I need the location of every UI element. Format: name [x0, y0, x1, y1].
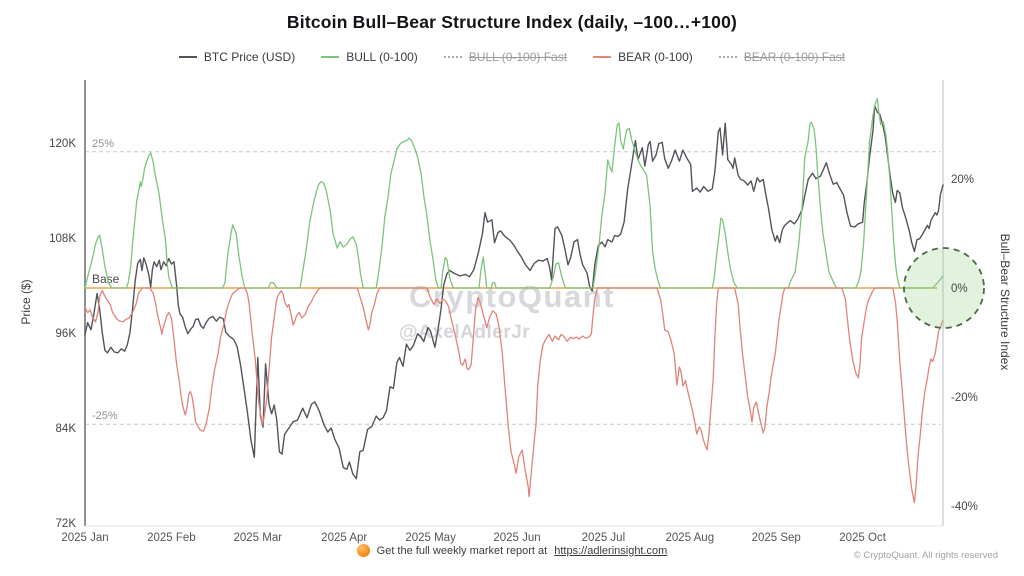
legend-label-bull-fast: BULL (0-100) Fast	[468, 50, 568, 64]
y-right-tick-label: 20%	[951, 174, 974, 186]
y-right-tick-label: -40%	[951, 501, 978, 513]
y-left-tick-label: 108K	[49, 233, 76, 245]
legend-marker-bull-line-icon	[321, 56, 340, 58]
base-label: Base	[92, 272, 120, 286]
y-right-tick-label: 0%	[951, 283, 968, 295]
x-tick-label: 2025 Jan	[61, 532, 108, 544]
chart-title: Bitcoin Bull–Bear Structure Index (daily…	[286, 12, 738, 32]
y-left-tick-label: 84K	[56, 423, 77, 435]
legend-marker-bull-fast-dotted-icon	[443, 56, 462, 58]
legend-item-bull-fast[interactable]: BULL (0-100) Fast	[443, 50, 568, 64]
highlight-circle	[903, 247, 985, 329]
copyright-notice: © CryptoQuant. All rights reserved	[853, 550, 998, 561]
lower-threshold-label: -25%	[92, 410, 118, 422]
legend-label-bear: BEAR (0-100)	[618, 50, 693, 64]
x-tick-label: 2025 Mar	[234, 532, 283, 544]
legend-label-bear-fast: BEAR (0-100) Fast	[743, 50, 846, 64]
y-left-tick-label: 120K	[49, 138, 76, 150]
legend-marker-btc-line-icon	[178, 56, 197, 58]
legend-marker-bear-fast-dotted-icon	[718, 56, 737, 58]
series-line-bull-0-100-	[84, 97, 944, 289]
orange-dot-icon	[356, 544, 370, 557]
legend-label-btc: BTC Price (USD)	[203, 50, 296, 64]
footer: Get the full weekly market report at htt…	[0, 544, 1024, 557]
x-tick-label: 2025 Oct	[839, 532, 886, 544]
y-left-tick-label: 72K	[56, 518, 77, 530]
watermark-handle: @AxelAdlerJr	[399, 322, 530, 343]
y-right-axis-title: Bull–Bear Structure Index	[998, 234, 1012, 371]
series-line-bear-0-100-	[84, 287, 944, 504]
legend: BTC Price (USD) BULL (0-100) BULL (0-100) …	[0, 50, 1024, 64]
legend-item-bear-fast[interactable]: BEAR (0-100) Fast	[718, 50, 846, 64]
footer-text: Get the full weekly market report at	[376, 544, 548, 557]
watermark-brand: CryptoQuant	[409, 279, 615, 314]
x-tick-label: 2025 Jun	[493, 532, 540, 544]
x-tick-label: 2025 Feb	[147, 532, 196, 544]
x-tick-label: 2025 Apr	[321, 532, 367, 544]
legend-label-bull: BULL (0-100)	[346, 50, 418, 64]
legend-item-bear[interactable]: BEAR (0-100)	[593, 50, 693, 64]
x-tick-label: 2025 Jul	[582, 532, 625, 544]
y-left-axis-title: Price ($)	[19, 279, 33, 324]
x-tick-label: 2025 Aug	[665, 532, 714, 544]
upper-threshold-label: 25%	[92, 138, 114, 150]
x-tick-label: 2025 Sep	[752, 532, 801, 544]
series-line-btc-price-usd-	[84, 105, 944, 480]
legend-marker-bear-line-icon	[593, 56, 612, 58]
legend-item-btc[interactable]: BTC Price (USD)	[178, 50, 296, 64]
y-right-tick-label: -20%	[951, 392, 978, 404]
footer-link[interactable]: https://adlerinsight.com	[554, 544, 668, 557]
legend-item-bull[interactable]: BULL (0-100)	[321, 50, 418, 64]
y-left-tick-label: 96K	[56, 328, 77, 340]
x-tick-label: 2025 May	[405, 532, 456, 544]
